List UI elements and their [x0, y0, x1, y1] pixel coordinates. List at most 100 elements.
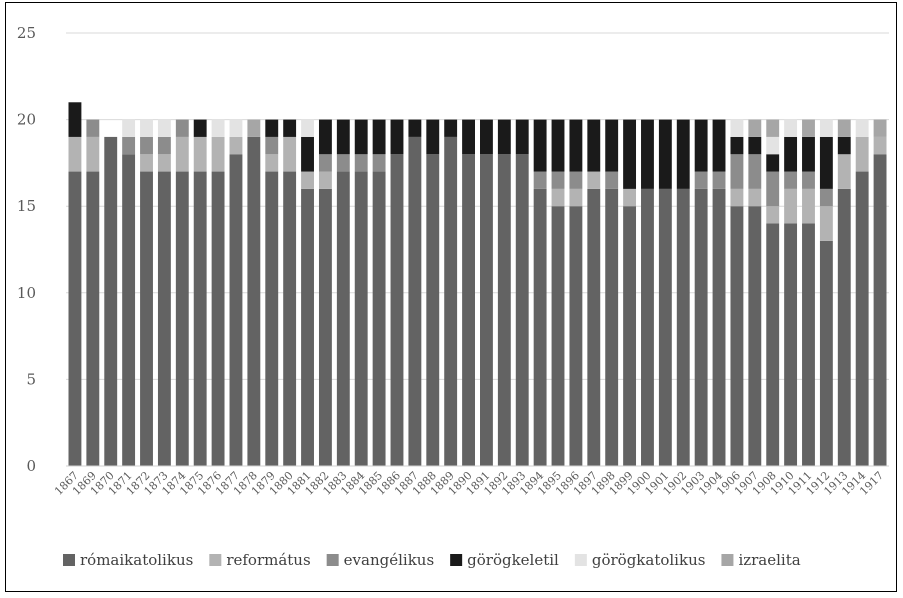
bar-segment-2 — [730, 154, 744, 189]
bar-segment-0 — [104, 136, 118, 467]
bar-segment-0 — [837, 188, 851, 466]
bar-segment-0 — [68, 171, 82, 466]
bar-segment-0 — [283, 171, 297, 466]
bar-segment-1 — [68, 136, 82, 172]
bar-segment-3 — [766, 154, 780, 172]
bar-segment-0 — [802, 223, 815, 466]
bar-segment-0 — [730, 206, 744, 466]
bar-segment-5 — [802, 119, 815, 137]
bar-segment-4 — [211, 119, 225, 137]
legend-swatch — [574, 554, 587, 566]
bar-segment-1 — [819, 206, 833, 241]
bar-segment-3 — [802, 136, 815, 172]
bar-segment-0 — [873, 154, 887, 467]
bar-segment-0 — [426, 154, 440, 467]
legend-label: görögkatolikus — [592, 551, 706, 569]
bar-segment-3 — [587, 119, 601, 172]
bar-segment-1 — [86, 136, 100, 172]
bar-segment-0 — [390, 154, 404, 467]
bar-segment-0 — [265, 171, 279, 466]
bar-segment-0 — [462, 154, 475, 467]
bar-segment-0 — [86, 171, 100, 466]
legend-swatch — [63, 554, 75, 566]
bar-segment-0 — [676, 188, 690, 466]
bar-segment-2 — [551, 171, 565, 189]
legend-label: evangélikus — [344, 551, 434, 569]
bar-segment-2 — [748, 154, 762, 189]
bar-segment-3 — [533, 119, 547, 172]
y-tick-label: 25 — [17, 24, 36, 42]
y-tick-label: 15 — [17, 197, 36, 215]
bar-segment-0 — [497, 154, 511, 467]
bar-segment-0 — [855, 171, 869, 466]
bar-segment-0 — [658, 188, 672, 466]
bar-segment-2 — [122, 136, 136, 155]
bar-segment-1 — [140, 154, 153, 172]
bar-segment-0 — [480, 154, 493, 467]
bar-segment-0 — [140, 171, 153, 466]
bar-segment-3 — [408, 119, 422, 137]
bars — [68, 102, 887, 467]
bar-segment-3 — [605, 119, 619, 172]
bar-segment-2 — [819, 188, 833, 207]
bar-segment-3 — [784, 136, 798, 172]
bar-segment-2 — [784, 171, 798, 189]
bar-segment-0 — [694, 188, 708, 466]
bar-segment-2 — [372, 154, 386, 172]
bar-segment-0 — [569, 206, 583, 466]
bar-segment-2 — [265, 136, 279, 155]
bar-segment-1 — [766, 206, 780, 224]
bar-segment-3 — [819, 136, 833, 189]
bar-segment-2 — [86, 119, 100, 137]
bar-segment-2 — [605, 171, 619, 189]
bar-segment-5 — [247, 119, 261, 137]
bar-segment-5 — [748, 119, 762, 137]
bar-segment-0 — [211, 171, 225, 466]
bar-segment-4 — [140, 119, 153, 137]
y-tick-label: 0 — [26, 457, 36, 475]
bar-segment-2 — [694, 171, 708, 189]
bar-segment-1 — [193, 136, 207, 172]
bar-segment-3 — [497, 119, 511, 155]
bar-segment-4 — [784, 119, 798, 137]
bar-segment-0 — [515, 154, 529, 467]
bar-segment-2 — [354, 154, 368, 172]
bar-segment-3 — [336, 119, 350, 155]
bar-segment-0 — [819, 240, 833, 466]
bar-segment-1 — [318, 171, 332, 189]
bar-segment-0 — [229, 154, 243, 467]
bar-segment-1 — [569, 188, 583, 207]
bar-segment-1 — [587, 171, 601, 189]
bar-segment-3 — [676, 119, 690, 189]
bar-segment-1 — [873, 136, 887, 155]
bar-segment-0 — [122, 154, 136, 467]
bar-segment-0 — [157, 171, 171, 466]
bar-segment-4 — [766, 136, 780, 155]
y-tick-label: 20 — [17, 111, 36, 129]
bar-segment-3 — [318, 119, 332, 155]
bar-segment-0 — [318, 188, 332, 466]
bar-segment-0 — [336, 171, 350, 466]
y-tick-label: 10 — [17, 284, 36, 302]
bar-segment-3 — [730, 136, 744, 155]
bar-segment-5 — [837, 119, 851, 137]
bar-segment-3 — [551, 119, 565, 172]
bar-segment-3 — [68, 102, 82, 137]
bar-segment-4 — [819, 119, 833, 137]
bar-segment-3 — [641, 119, 654, 189]
bar-segment-1 — [784, 188, 798, 224]
bar-segment-2 — [318, 154, 332, 172]
bar-segment-1 — [283, 136, 297, 172]
bar-segment-0 — [175, 171, 189, 466]
legend: rómaikatolikus református evangélikus görög… — [63, 551, 801, 569]
bar-segment-4 — [301, 119, 314, 137]
bar-segment-2 — [175, 119, 189, 137]
bar-segment-3 — [837, 136, 851, 155]
bar-segment-1 — [837, 154, 851, 189]
bar-segment-2 — [766, 171, 780, 207]
stacked-bar-chart: 0 5 10 15 20 25 18671869187018711872187318741… — [17, 24, 889, 569]
bar-segment-1 — [265, 154, 279, 172]
bar-segment-1 — [175, 136, 189, 172]
bar-segment-0 — [587, 188, 601, 466]
chart-frame: 0 5 10 15 20 25 1867 1869 1870 1871 1872 1873 1874 1… — [5, 2, 897, 592]
